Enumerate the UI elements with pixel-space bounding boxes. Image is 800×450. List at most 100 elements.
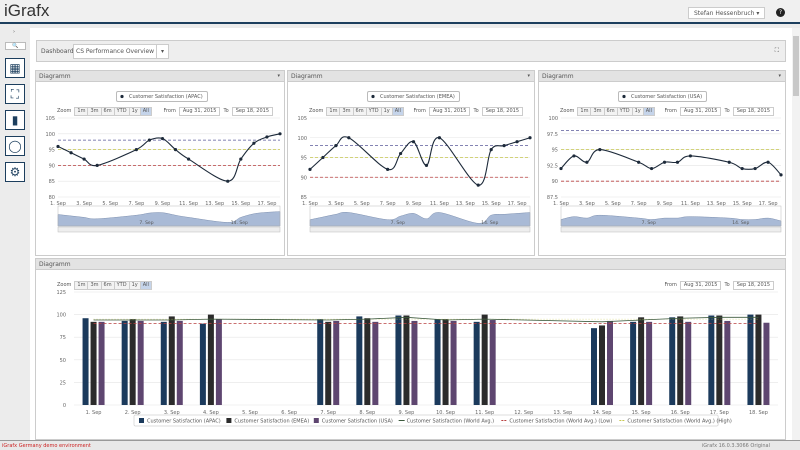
y-tick-label: 90 <box>49 163 55 169</box>
bar <box>638 317 645 405</box>
dashboard-icon[interactable]: ▦ <box>5 58 25 78</box>
scroll-thumb[interactable] <box>793 36 799 96</box>
process-icon[interactable]: ⛶ <box>5 84 25 104</box>
bar <box>325 321 332 405</box>
x-tick-label: 7. Sep <box>631 201 647 207</box>
legend-label: Customer Satisfaction (EMEA) <box>234 419 309 425</box>
dashboard-label: Dashboard <box>41 48 74 55</box>
bar <box>755 314 762 405</box>
y-tick-label: 90 <box>301 175 307 181</box>
x-tick-label: 8. Sep <box>359 410 375 416</box>
navigator-area <box>57 211 281 227</box>
scrollbar[interactable] <box>792 28 800 440</box>
legend-frame <box>133 414 719 427</box>
y-tick-label: 100 <box>297 136 307 142</box>
bar <box>724 320 731 405</box>
x-tick-label: 11. Sep <box>430 201 449 207</box>
user-menu[interactable]: Stefan Hessenbruch ▾ <box>688 7 766 19</box>
x-tick-label: 2. Sep <box>125 410 141 416</box>
x-tick-label: 11. Sep <box>475 410 494 416</box>
to-date-input[interactable]: Sep 18, 2015 <box>732 107 774 116</box>
bar <box>199 323 206 405</box>
chart-panel-0: Diagramm ▾ Customer Satisfaction (APAC) Zoo… <box>35 70 285 256</box>
bar <box>591 328 597 405</box>
x-tick-label: 5. Sep <box>605 201 621 207</box>
x-tick-label: 7. Sep <box>320 410 336 416</box>
x-tick-label: 16. Sep <box>671 410 690 416</box>
panel-menu-icon[interactable]: ▾ <box>277 73 280 79</box>
y-tick-label: 25 <box>60 380 66 386</box>
bar <box>450 320 457 405</box>
chart-legend[interactable]: Customer Satisfaction (USA) <box>618 91 708 102</box>
bar <box>473 321 480 405</box>
x-tick-label: 7. Sep <box>380 201 396 207</box>
y-tick-label: 75 <box>60 335 66 341</box>
to-label: To <box>473 108 479 114</box>
x-tick-label: 15. Sep <box>231 201 250 207</box>
zoom-button-all[interactable]: All <box>642 107 655 116</box>
x-tick-label: 17. Sep <box>710 410 729 416</box>
navigator-scrollbar <box>57 226 281 233</box>
y-tick-label: 90 <box>552 179 558 185</box>
chart-legend[interactable]: Customer Satisfaction (APAC) <box>116 91 208 102</box>
from-label: From <box>413 108 426 114</box>
y-tick-label: 105 <box>45 116 55 122</box>
collapse-icon[interactable]: › <box>13 29 15 35</box>
x-tick-label: 3. Sep <box>579 201 595 207</box>
to-date-input[interactable]: Sep 18, 2015 <box>231 107 273 116</box>
chart-icon[interactable]: ▮ <box>5 110 25 130</box>
zoom-button-all[interactable]: All <box>139 107 152 116</box>
bar <box>215 319 222 405</box>
data-point <box>173 148 178 152</box>
panel-menu-icon[interactable]: ▾ <box>527 73 530 79</box>
dashboard-select[interactable]: CS Performance Overview ▾ <box>73 44 169 59</box>
bar <box>630 321 637 405</box>
help-icon[interactable]: ? <box>776 8 785 17</box>
x-tick-label: 1. Sep <box>302 201 318 207</box>
chevron-down-icon[interactable]: ▾ <box>156 45 168 58</box>
panel-title-text: Diagramm <box>542 73 574 80</box>
y-tick-label: 100 <box>45 132 55 138</box>
navigator-label: 14. Sep <box>231 220 248 226</box>
navigator-scrollbar <box>560 226 782 233</box>
fullscreen-icon[interactable]: ⛶ <box>774 47 779 54</box>
date-range: From Aug 31, 2015 To Sep 18, 2015 <box>163 107 276 116</box>
from-label: From <box>664 108 677 114</box>
y-tick-label: 95 <box>301 156 307 162</box>
y-tick-label: 85 <box>49 179 55 185</box>
to-label: To <box>223 108 229 114</box>
y-tick-label: 92.5 <box>547 163 558 169</box>
x-tick-label: 13. Sep <box>456 201 475 207</box>
zoom-button-all[interactable]: All <box>139 281 152 290</box>
to-date-input[interactable]: Sep 18, 2015 <box>481 107 523 116</box>
from-date-input[interactable]: Aug 31, 2015 <box>178 107 221 116</box>
navigator-scrollbar <box>309 226 531 233</box>
panel-title: Diagramm ▾ <box>36 71 284 82</box>
circle-icon[interactable]: ◯ <box>5 136 25 156</box>
panel-menu-icon[interactable]: ▾ <box>778 73 781 79</box>
data-point <box>476 183 480 187</box>
x-tick-label: 11. Sep <box>179 201 198 207</box>
from-date-input[interactable]: Aug 31, 2015 <box>679 107 722 116</box>
footer: iGrafx Germany demo environment iGrafx 1… <box>0 440 800 450</box>
search-button[interactable]: 🔍 <box>5 42 26 50</box>
panel-title: Diagramm ▾ <box>539 71 785 82</box>
zoom-controls: Zoom 1m 3m 6m YTD 1y All <box>56 107 152 116</box>
zoom-controls: Zoom 1m 3m 6m YTD 1y All <box>559 107 655 116</box>
data-point <box>424 163 429 167</box>
legend-swatch <box>313 418 319 423</box>
settings-icon[interactable]: ⚙ <box>5 162 25 182</box>
zoom-button-all[interactable]: All <box>391 107 404 116</box>
data-point <box>147 138 152 142</box>
data-point <box>95 163 99 167</box>
to-date-input[interactable]: Sep 18, 2015 <box>732 281 774 290</box>
data-point <box>766 160 770 164</box>
bar <box>434 319 441 405</box>
from-date-input[interactable]: Aug 31, 2015 <box>428 107 471 116</box>
x-tick-label: 13. Sep <box>205 201 224 207</box>
chart-legend[interactable]: Customer Satisfaction (EMEA) <box>367 91 460 102</box>
bar <box>98 321 105 405</box>
from-date-input[interactable]: Aug 31, 2015 <box>679 281 722 290</box>
chart-panel-2: Diagramm ▾ Customer Satisfaction (USA) Zoom… <box>538 70 786 256</box>
series-line <box>309 136 531 186</box>
